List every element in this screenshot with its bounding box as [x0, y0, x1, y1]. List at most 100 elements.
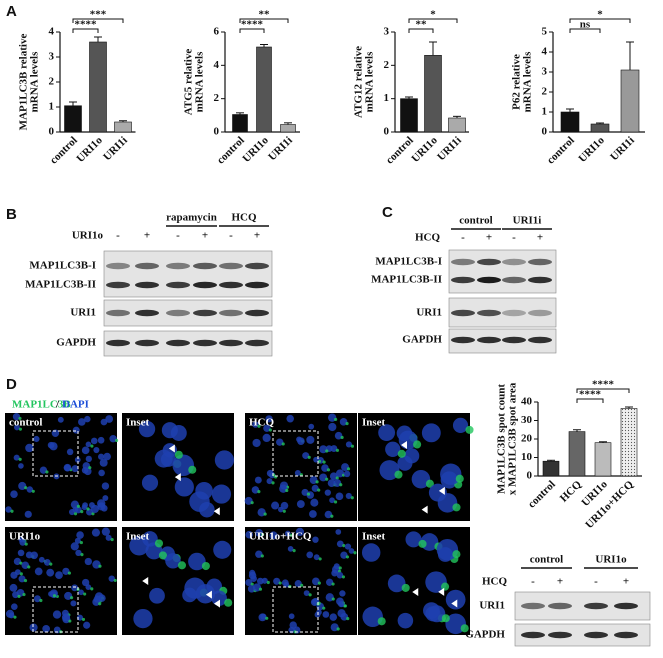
nucleus — [165, 553, 181, 569]
lc3-puncta — [308, 593, 312, 597]
nucleus — [33, 595, 41, 603]
x-tick-label: URI1i — [608, 134, 637, 163]
nucleus — [12, 591, 19, 599]
lc3-puncta — [81, 617, 86, 621]
nucleus — [85, 441, 92, 448]
nucleus — [84, 415, 91, 423]
arrowhead — [412, 587, 419, 596]
nucleus — [269, 531, 278, 540]
nucleus — [17, 549, 25, 557]
y-axis-label: P62 relative — [511, 54, 523, 110]
arrowhead — [142, 577, 149, 586]
image-label: Inset — [126, 417, 150, 429]
lc3-puncta — [350, 496, 354, 500]
nucleus — [101, 482, 110, 490]
nucleus — [328, 422, 337, 432]
lc3-puncta — [22, 592, 26, 597]
nucleus — [188, 552, 206, 571]
blot-band — [528, 258, 552, 266]
blot-band — [477, 258, 501, 266]
nucleus — [339, 590, 346, 597]
image-label: Inset — [362, 417, 386, 429]
y-tick-label: 0 — [214, 126, 220, 138]
x-tick-label: control — [526, 478, 558, 510]
lc3-puncta — [288, 584, 292, 589]
lc3-puncta — [201, 561, 210, 571]
nucleus — [13, 454, 20, 461]
image-label: URI1o+HCQ — [249, 531, 312, 543]
row-label: MAP1LC3B-II — [25, 279, 96, 291]
nucleus — [63, 463, 72, 472]
zoom-box — [272, 586, 319, 633]
lc3-puncta — [394, 470, 403, 479]
blot-band — [166, 262, 190, 270]
nucleus — [75, 549, 82, 557]
arrowhead — [174, 473, 181, 482]
blot-band — [451, 258, 475, 266]
nucleus — [411, 469, 431, 489]
nucleus — [339, 601, 345, 608]
lc3-puncta — [76, 504, 80, 508]
nucleus — [281, 579, 289, 587]
blot-band — [521, 631, 545, 639]
row-label: URI1 — [70, 307, 96, 319]
lc3-puncta — [338, 566, 342, 570]
nucleus — [98, 453, 105, 460]
lc3-puncta — [345, 422, 349, 426]
x-tick-label: control — [215, 134, 247, 166]
nucleus — [245, 578, 253, 586]
lc3-puncta — [13, 615, 17, 619]
nucleus — [46, 568, 55, 577]
lc3-puncta — [335, 476, 339, 480]
nucleus — [324, 489, 331, 496]
nucleus — [303, 590, 310, 596]
lc3-puncta — [413, 440, 422, 449]
y-tick-label: 40 — [521, 396, 533, 408]
nucleus — [252, 438, 261, 448]
nucleus — [70, 542, 79, 551]
row-label: GAPDH — [465, 629, 505, 641]
nucleus — [294, 470, 301, 476]
lc3-puncta — [24, 542, 28, 546]
nucleus — [142, 531, 158, 547]
nucleus — [339, 418, 348, 426]
nucleus — [263, 424, 271, 432]
y-tick-label: 4 — [214, 59, 220, 71]
nucleus — [71, 584, 79, 592]
blot-band — [135, 309, 159, 317]
lc3-puncta — [326, 468, 331, 472]
nucleus — [105, 415, 114, 423]
nucleus — [397, 455, 413, 471]
lc3-puncta — [300, 583, 304, 587]
nucleus — [39, 466, 48, 474]
lane-sign: - — [176, 230, 180, 242]
nucleus — [251, 486, 260, 494]
nucleus — [33, 435, 40, 443]
y-tick-label: 4 — [49, 26, 55, 38]
lc3-puncta — [278, 581, 282, 585]
y-tick-label: 2 — [214, 92, 220, 104]
significance-label: * — [430, 9, 436, 21]
lc3-puncta — [343, 604, 347, 608]
lc3-puncta — [67, 571, 71, 575]
blot-band — [451, 276, 475, 284]
nucleus — [329, 613, 338, 621]
nucleus — [52, 610, 62, 619]
nucleus — [133, 608, 153, 629]
row-label: GAPDH — [402, 334, 442, 346]
lc3-puncta — [52, 594, 57, 598]
nucleus — [313, 456, 319, 463]
image-label: Inset — [362, 531, 386, 543]
nucleus — [266, 478, 273, 485]
blot-band — [502, 276, 526, 284]
y-axis-label: mRNA levels — [364, 51, 376, 113]
lc3-puncta — [113, 578, 117, 582]
lc3-puncta — [177, 561, 187, 570]
row-label: MAP1LC3B-II — [371, 274, 442, 286]
lc3-puncta — [90, 587, 94, 591]
nucleus — [324, 510, 333, 519]
panel-label: D — [6, 376, 17, 393]
nucleus — [249, 569, 256, 576]
bar — [448, 117, 466, 133]
